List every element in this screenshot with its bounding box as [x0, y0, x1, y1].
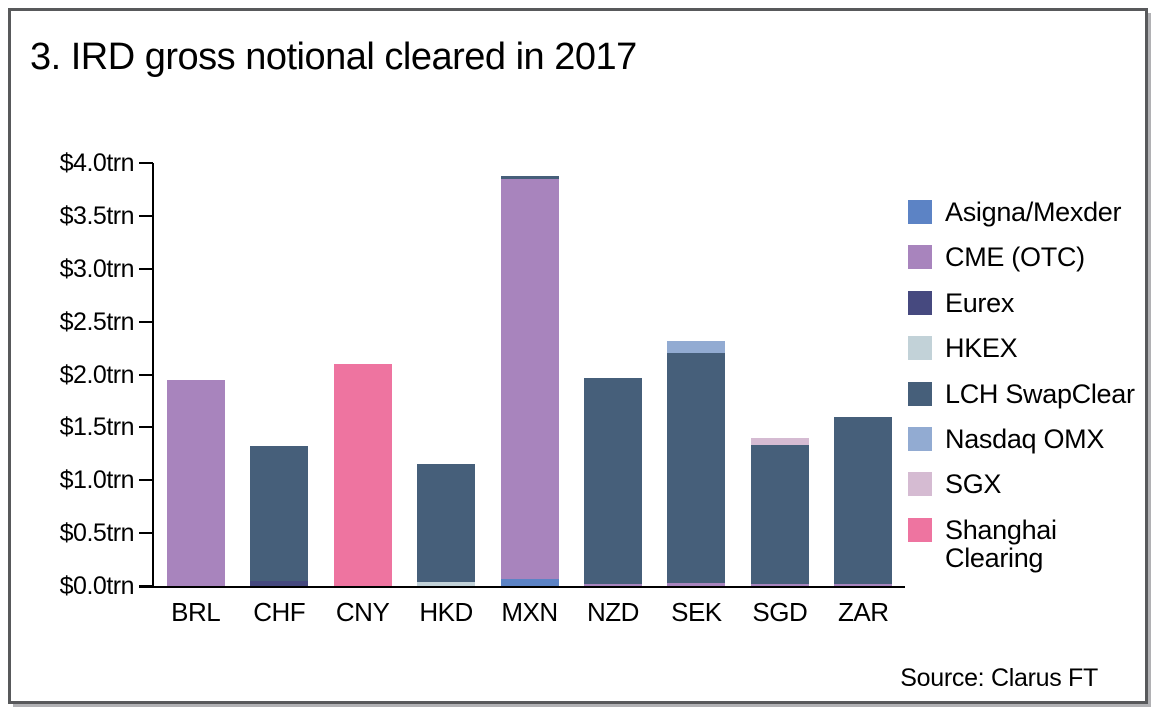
legend-item: Eurex: [908, 289, 1140, 317]
y-tick-label: $1.0trn: [59, 466, 135, 495]
legend-label: CME (OTC): [945, 242, 1085, 273]
y-tick-mark: [139, 585, 153, 587]
y-tick-mark: [139, 320, 153, 323]
legend-swatch: [908, 427, 932, 451]
y-tick-mark: [139, 267, 153, 270]
y-tick-label: $0.0trn: [59, 572, 135, 600]
bar-segment: [500, 178, 559, 579]
y-tick-label: $1.5trn: [59, 413, 135, 442]
legend-label: Eurex: [945, 287, 1015, 318]
legend-swatch: [908, 472, 932, 497]
bar-segment: [834, 583, 893, 586]
legend-label: Nasdaq OMX: [945, 424, 1105, 454]
bar-segment: [667, 582, 726, 586]
legend-item: LCH SwapClear: [908, 380, 1140, 408]
legend-swatch: [908, 517, 932, 542]
y-tick-mark: [139, 373, 153, 376]
y-axis-line: [152, 163, 154, 588]
bar-segment: [417, 581, 476, 586]
y-tick-mark: [139, 532, 153, 535]
legend-swatch: [908, 245, 932, 270]
bar-segment: [250, 446, 309, 581]
x-tick-label: ZAR: [838, 597, 889, 627]
legend-item: CME (OTC): [908, 243, 1140, 271]
bar-segment: [834, 416, 893, 584]
figure-frame: [8, 8, 1148, 704]
bar-segment: [583, 377, 642, 584]
legend-swatch: [908, 290, 932, 315]
bar-segment: [333, 363, 392, 586]
bar-segment: [250, 580, 309, 586]
legend-label: SGX: [945, 469, 1002, 500]
bar-segment: [667, 353, 726, 583]
legend-label: Asigna/Mexder: [945, 197, 1122, 227]
x-tick-label: SEK: [671, 597, 722, 627]
bar-segment: [417, 464, 476, 582]
x-tick-label: HKD: [419, 597, 473, 627]
chart-title: 3. IRD gross notional cleared in 2017: [30, 36, 637, 78]
legend-item: Asigna/Mexder: [908, 198, 1140, 226]
bar-segment: [750, 583, 809, 586]
legend-label: Shanghai Clearing: [945, 514, 1057, 573]
source-note: Source: Clarus FT: [900, 664, 1098, 692]
x-tick-label: NZD: [586, 597, 639, 627]
bar-segment: [583, 583, 642, 586]
bar-segment: [750, 445, 809, 584]
x-tick-label: SGD: [752, 597, 808, 627]
bar-segment: [500, 578, 559, 586]
legend-item: Shanghai Clearing: [908, 516, 1140, 572]
legend-item: Nasdaq OMX: [908, 425, 1140, 453]
bar-segment: [500, 175, 559, 179]
y-tick-label: $3.5trn: [59, 201, 135, 230]
y-tick-label: $0.5trn: [59, 519, 135, 548]
y-tick-label: $2.5trn: [59, 307, 135, 336]
y-tick-mark: [139, 214, 153, 217]
x-tick-label: BRL: [171, 597, 221, 627]
legend-item: SGX: [908, 470, 1140, 498]
bar-segment: [166, 379, 225, 586]
x-tick-label: CNY: [335, 597, 390, 627]
y-tick-mark: [139, 479, 153, 482]
x-tick-label: MXN: [501, 597, 558, 627]
legend-swatch: [908, 381, 932, 406]
bar-segment: [667, 340, 726, 354]
legend-swatch: [908, 200, 932, 224]
legend-swatch: [908, 336, 932, 361]
legend-item: HKEX: [908, 334, 1140, 362]
bar-segment: [750, 437, 809, 446]
y-tick-mark: [139, 426, 153, 429]
y-tick-label: $3.0trn: [59, 254, 135, 283]
y-tick-label: $2.0trn: [59, 360, 135, 389]
legend-label: LCH SwapClear: [945, 378, 1135, 409]
legend: Asigna/Mexder CME (OTC) Eurex HKEX LCH SwapC…: [908, 198, 1158, 598]
y-tick-label: $4.0trn: [59, 149, 135, 177]
x-tick-label: CHF: [253, 597, 306, 627]
y-tick-mark: [139, 162, 153, 164]
legend-label: HKEX: [945, 333, 1018, 364]
x-axis-line: [139, 586, 905, 588]
